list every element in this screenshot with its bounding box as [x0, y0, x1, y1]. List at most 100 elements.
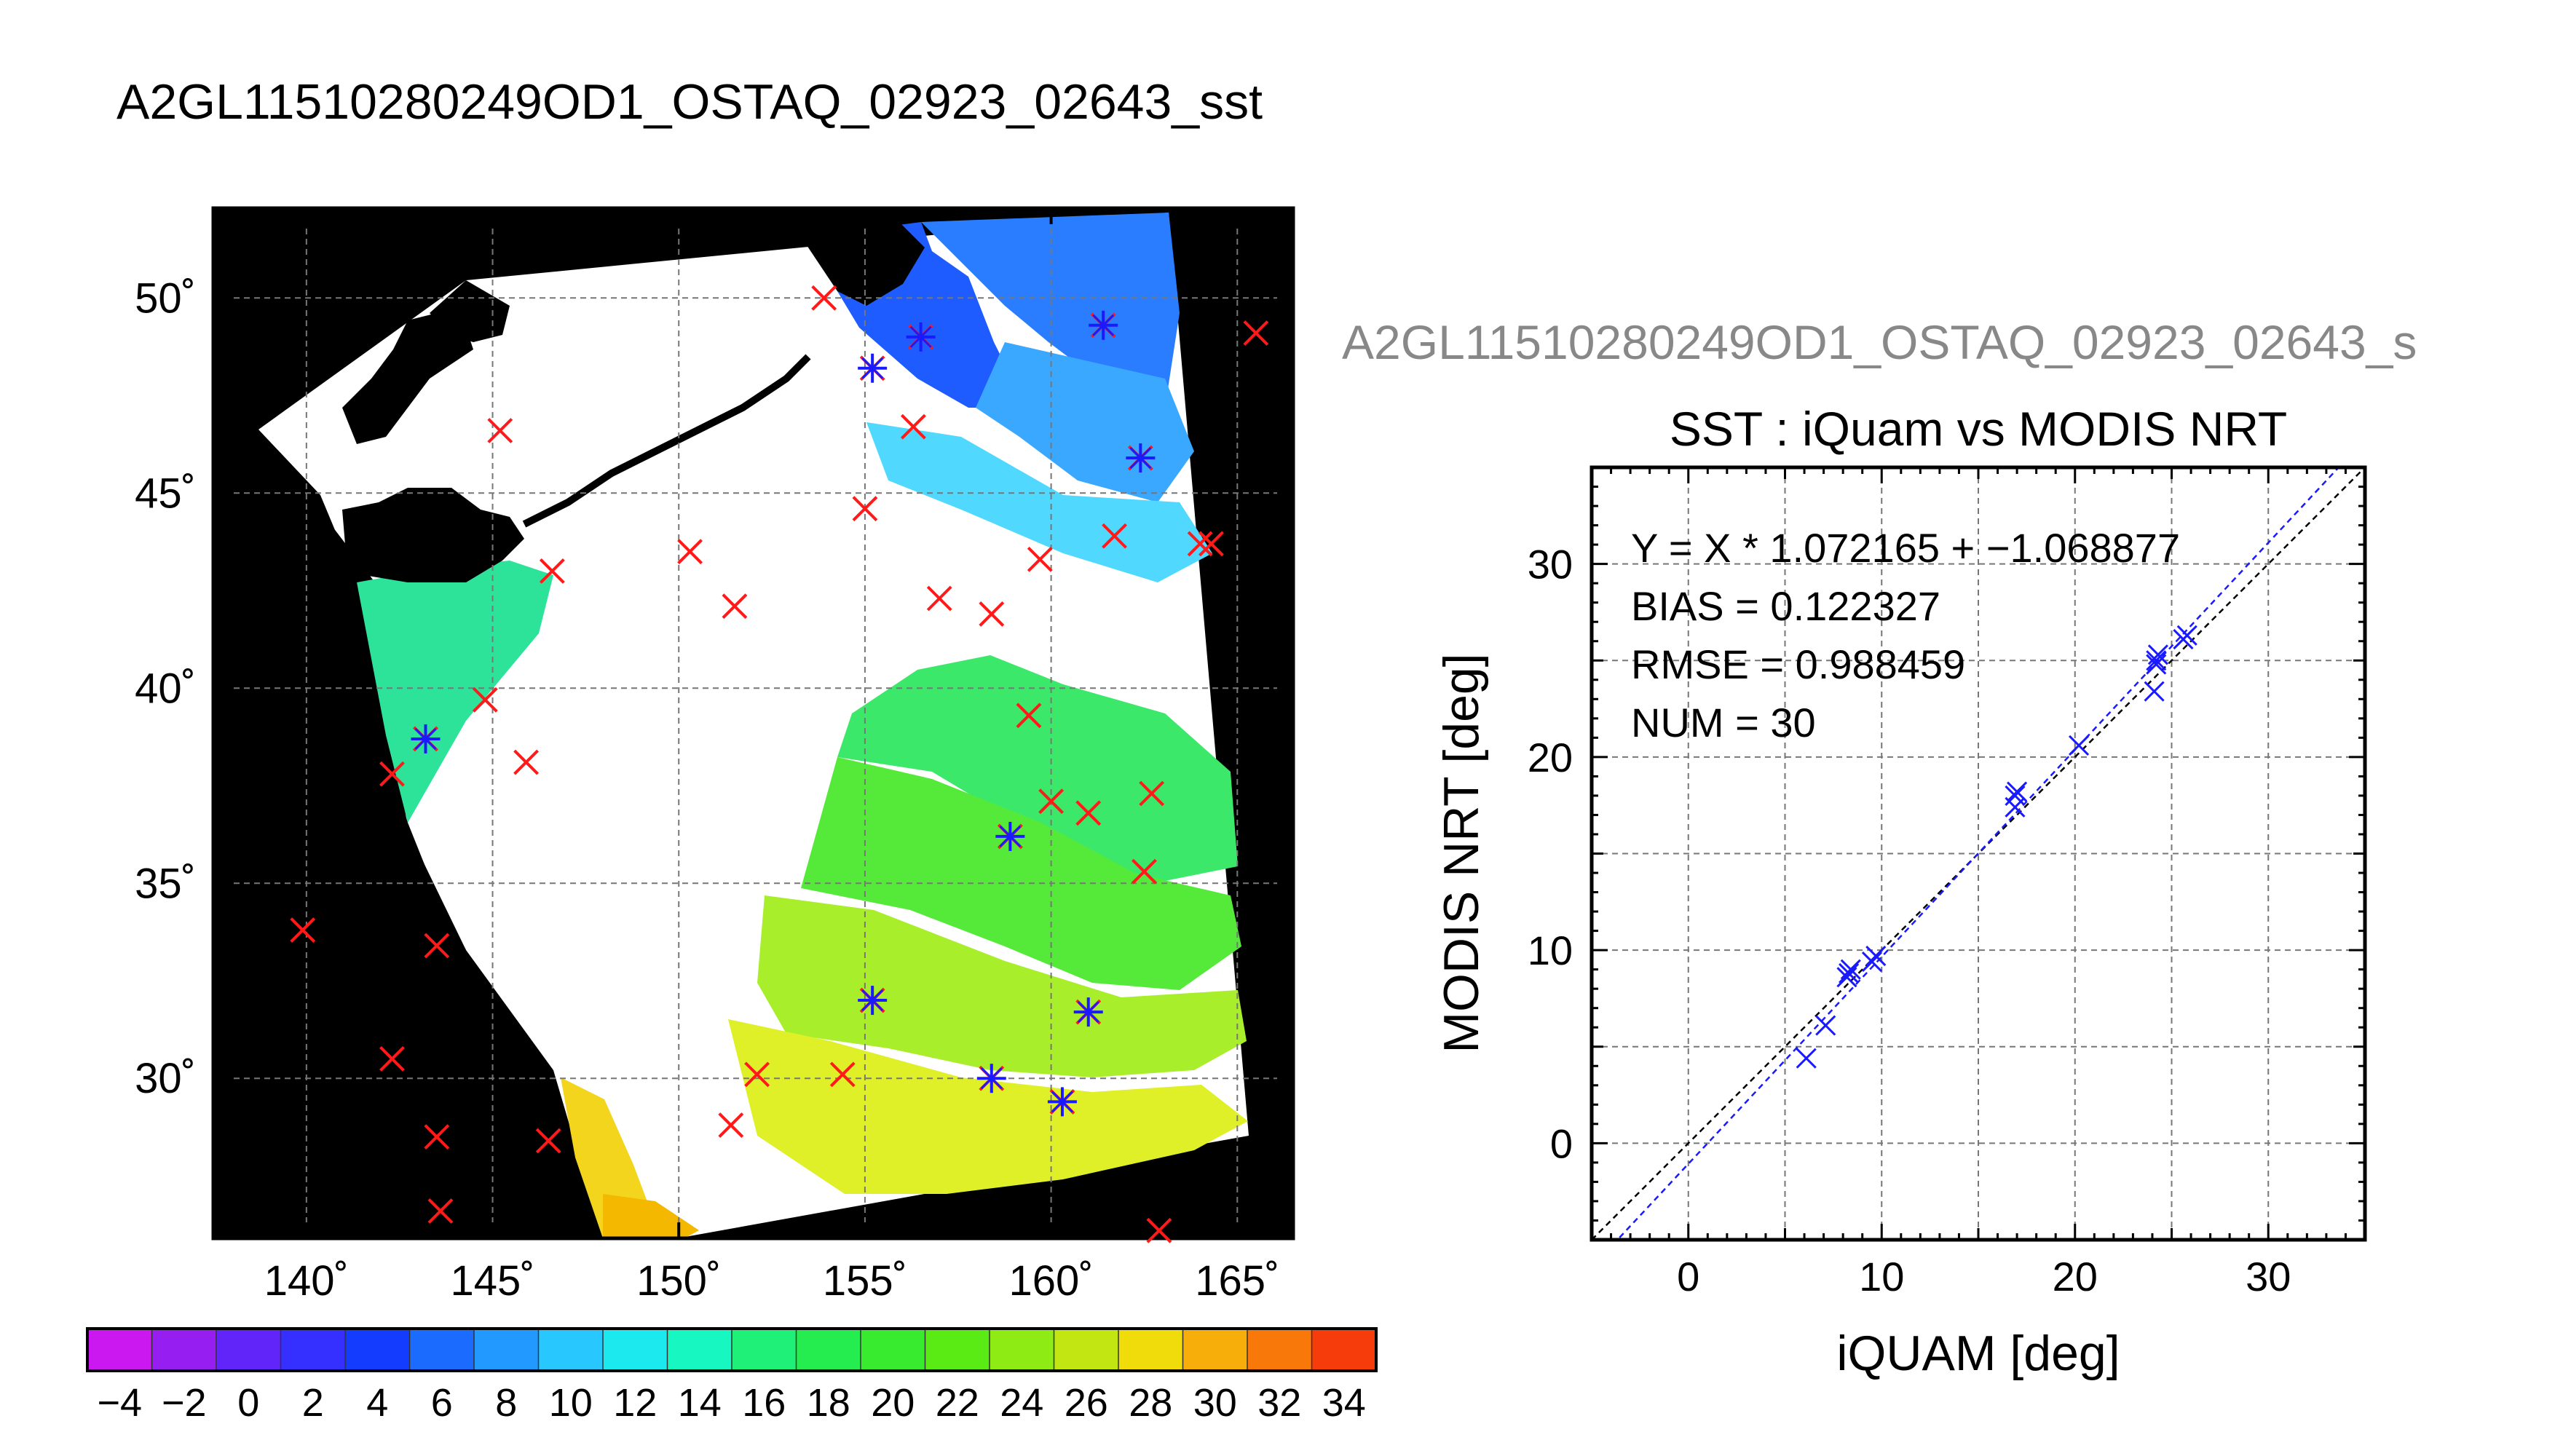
colorbar-cell	[796, 1329, 861, 1371]
sst-region-north-blue	[921, 213, 1180, 408]
colorbar-cell	[990, 1329, 1054, 1371]
map-red-x-marker	[829, 1061, 856, 1088]
scatter-point	[1815, 1015, 1836, 1036]
map-red-x-marker	[539, 558, 565, 584]
map-title: A2GL11510280249OD1_OSTAQ_02923_02643_sst	[117, 74, 1263, 130]
sst-region-green	[801, 757, 1241, 990]
colorbar-cells	[87, 1329, 1377, 1371]
colorbar-tick-label: −4	[97, 1381, 142, 1425]
colorbar-tick-label: −2	[162, 1381, 207, 1425]
map-y-tick-label: 30˚	[135, 1055, 196, 1102]
map-x-tick-label: 145˚	[450, 1257, 534, 1305]
scatter-title: SST : iQuam vs MODIS NRT	[1670, 402, 2287, 456]
colorbar-cell	[861, 1329, 925, 1371]
map-red-x-marker	[926, 585, 952, 612]
map-x-tick-label: 160˚	[1009, 1257, 1094, 1305]
scatter-x-tick-label: 20	[2053, 1254, 2098, 1299]
map-blue-star-marker	[995, 821, 1025, 851]
colorbar-tick-label: 14	[678, 1381, 722, 1425]
colorbar-tick-label: 16	[742, 1381, 786, 1425]
annotation-num: NUM = 30	[1631, 700, 1816, 745]
map-red-x-marker	[722, 593, 748, 620]
annotation-bias: BIAS = 0.122327	[1631, 583, 1940, 629]
map-blue-star-marker	[976, 1064, 1006, 1093]
map-red-x-marker	[424, 933, 450, 959]
map-red-x-marker	[811, 285, 837, 311]
map-blue-star-marker	[906, 322, 936, 352]
colorbar-cell	[409, 1329, 475, 1371]
colorbar-cell	[1311, 1329, 1377, 1371]
colorbar: −4 −2 0 2 4 6 8 10 12 14 16 18 20 22 24 26 28 30 32 34	[86, 1327, 1378, 1425]
map-y-axis: 30˚ 35˚ 40˚ 45˚ 50˚	[135, 274, 1293, 1102]
colorbar-tick-label: 32	[1257, 1381, 1301, 1425]
map-red-x-marker	[1243, 320, 1269, 346]
colorbar-cell	[538, 1329, 604, 1371]
colorbar-tick-label: 8	[495, 1381, 517, 1425]
colorbar-tick-label: 18	[807, 1381, 850, 1425]
scatter-y-tick-label: 20	[1528, 735, 1573, 780]
colorbar-cell	[925, 1329, 990, 1371]
land-kuril-coast	[430, 280, 510, 342]
colorbar-cell	[280, 1329, 346, 1371]
colorbar-cell	[1182, 1329, 1248, 1371]
map-blue-star-marker	[411, 724, 441, 753]
map-red-x-marker	[1102, 523, 1127, 549]
colorbar-tick-label: 28	[1129, 1381, 1172, 1425]
colorbar-frame	[86, 1327, 1378, 1372]
map-red-x-marker	[535, 1128, 561, 1154]
scatter-point	[1861, 951, 1883, 973]
colorbar-tick-label: 24	[1000, 1381, 1043, 1425]
colorbar-cell	[1118, 1329, 1183, 1371]
map-red-x-marker	[424, 1124, 450, 1150]
map-red-x-marker	[979, 601, 1005, 627]
map-red-x-marker	[379, 1046, 405, 1072]
colorbar-cell	[667, 1329, 732, 1371]
map-y-tick-label: 40˚	[135, 665, 196, 712]
scatter-x-tick-label: 10	[1859, 1254, 1904, 1299]
sst-region-mid-cyan	[866, 422, 1212, 582]
scatter-xlabel: iQUAM [deg]	[1836, 1326, 2120, 1381]
map-red-x-marker	[1038, 788, 1065, 815]
one-to-one-line	[1592, 467, 2365, 1240]
map-red-x-marker	[1075, 800, 1102, 826]
map-blue-star-marker	[1126, 443, 1156, 473]
annotation-rmse: RMSE = 0.988459	[1631, 641, 1965, 687]
sst-region-kuroshio-ext	[837, 655, 1238, 881]
scatter-ylabel: MODIS NRT [deg]	[1434, 653, 1489, 1053]
map-y-tick-label: 45˚	[135, 470, 196, 517]
colorbar-tick-label: 6	[431, 1381, 453, 1425]
land-kamchatka	[801, 218, 925, 306]
map-blue-star-marker	[1047, 1087, 1077, 1117]
colorbar-tick-label: 30	[1193, 1381, 1237, 1425]
map-blue-star-marker	[858, 986, 888, 1016]
scatter-panel: 0 10 20 30 0 10 20 30 Y = X * 1.072165 + −1.068…	[1434, 465, 2367, 1381]
map-grid	[213, 208, 1293, 1238]
scatter-grid	[1592, 467, 2365, 1240]
colorbar-tick-label: 2	[302, 1381, 324, 1425]
map-y-tick-label: 35˚	[135, 860, 196, 907]
map-red-x-marker	[900, 414, 926, 440]
scatter-x-tick-label: 0	[1677, 1254, 1699, 1299]
map-red-x-marker	[379, 761, 405, 787]
sst-region-ne-patch	[939, 553, 1092, 641]
map-x-tick-label: 155˚	[823, 1257, 907, 1305]
land-sakhalin	[342, 313, 473, 444]
map-x-tick-label: 165˚	[1195, 1257, 1279, 1305]
map-blue-markers	[411, 310, 1156, 1117]
colorbar-cell	[1247, 1329, 1312, 1371]
scatter-point	[2068, 735, 2090, 756]
colorbar-tick-label: 0	[237, 1381, 259, 1425]
kuril-islands	[522, 354, 811, 528]
scatter-point	[2007, 781, 2028, 802]
scatter-point	[1865, 946, 1887, 967]
scatter-y-tick-label: 30	[1528, 542, 1573, 587]
land-honshu	[213, 430, 466, 1238]
scatter-ticks: 0 10 20 30 0 10 20 30	[1528, 466, 2366, 1299]
colorbar-tick-label: 4	[366, 1381, 388, 1425]
scatter-x-tick-label: 30	[2246, 1254, 2291, 1299]
map-red-x-marker	[1198, 531, 1224, 557]
map-y-tick-label: 50˚	[135, 274, 196, 322]
colorbar-tick-label: 22	[936, 1381, 979, 1425]
map-red-x-marker	[513, 749, 539, 775]
